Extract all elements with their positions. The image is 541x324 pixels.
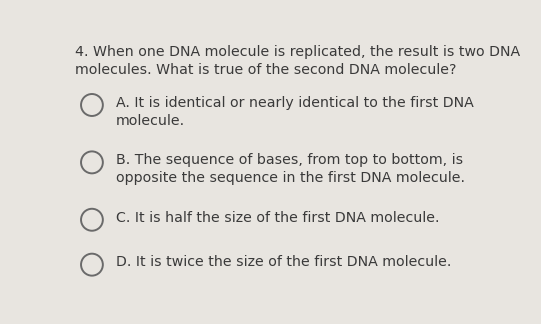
Text: 4. When one DNA molecule is replicated, the result is two DNA
molecules. What is: 4. When one DNA molecule is replicated, … <box>75 45 520 77</box>
Text: C. It is half the size of the first DNA molecule.: C. It is half the size of the first DNA … <box>116 211 439 225</box>
Text: D. It is twice the size of the first DNA molecule.: D. It is twice the size of the first DNA… <box>116 255 451 270</box>
Text: B. The sequence of bases, from top to bottom, is
opposite the sequence in the fi: B. The sequence of bases, from top to bo… <box>116 153 465 185</box>
Text: A. It is identical or nearly identical to the first DNA
molecule.: A. It is identical or nearly identical t… <box>116 96 473 128</box>
